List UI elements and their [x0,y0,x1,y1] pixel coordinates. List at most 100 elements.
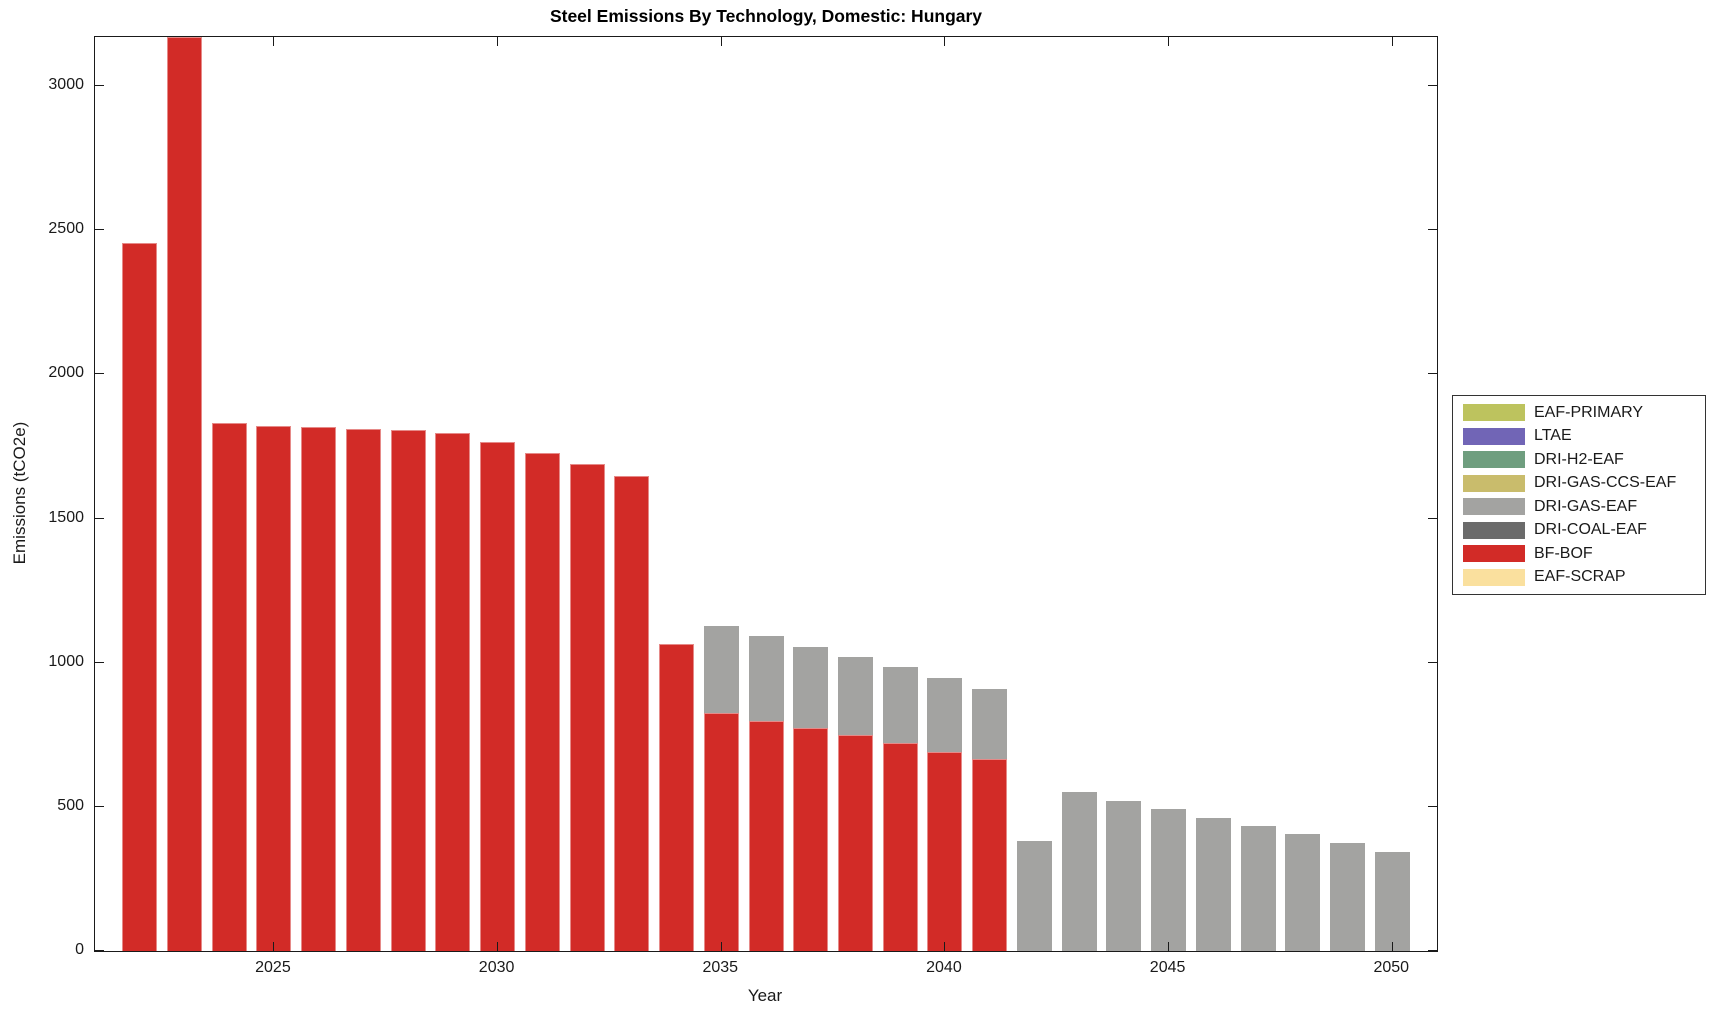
x-tick-top [497,37,499,46]
bar-segment-2047-DRI-GAS-EAF [1240,825,1276,951]
y-tick-right [1428,229,1437,231]
legend-label: DRI-GAS-CCS-EAF [1534,474,1677,492]
y-tick-right [1428,661,1437,663]
x-tick [944,942,946,951]
legend-swatch [1463,451,1525,469]
bar-segment-2040-BF-BOF [927,752,963,951]
y-tick-right [1428,805,1437,807]
y-tick [95,373,104,375]
legend-label: DRI-GAS-EAF [1534,497,1638,515]
y-tick-label: 2000 [48,364,84,382]
y-tick-label: 1000 [48,652,84,670]
legend-label: LTAE [1534,427,1572,445]
x-tick-label: 2040 [926,959,962,976]
bar-segment-2038-DRI-GAS-EAF [837,656,873,735]
x-tick-top [273,37,275,46]
bar-segment-2022-BF-BOF [122,243,158,951]
legend-item-BF-BOF: BF-BOF [1463,542,1705,566]
y-tick [95,85,104,87]
bar-segment-2045-DRI-GAS-EAF [1151,808,1187,951]
x-tick [273,942,275,951]
legend-swatch [1463,568,1525,586]
legend: EAF-PRIMARY LTAE DRI-H2-EAF DRI-GAS-CCS-EAF… [1452,395,1706,595]
bar-segment-2039-BF-BOF [882,743,918,951]
y-tick-label: 500 [57,796,84,814]
legend-item-DRI-COAL-EAF: DRI-COAL-EAF [1463,519,1705,543]
x-tick-label: 2050 [1373,959,1410,976]
bar-segment-2035-DRI-GAS-EAF [703,625,739,714]
y-tick-right [1428,85,1437,87]
bar-segment-2028-BF-BOF [390,429,426,951]
y-tick [95,661,104,663]
x-tick-top [944,37,946,46]
bar-segment-2046-DRI-GAS-EAF [1195,817,1231,951]
bar-segment-2039-DRI-GAS-EAF [882,667,918,744]
bar-segment-2024-BF-BOF [211,422,247,951]
bar-segment-2036-BF-BOF [748,720,784,951]
x-tick-label: 2045 [1149,959,1186,976]
bar-segment-2049-DRI-GAS-EAF [1330,843,1366,951]
x-tick [497,942,499,951]
bar-segment-2026-BF-BOF [301,427,337,951]
legend-label: BF-BOF [1534,544,1593,562]
bar-segment-2041-BF-BOF [972,759,1008,951]
legend-swatch [1463,427,1525,445]
x-tick-label: 2035 [702,959,739,976]
legend-item-DRI-GAS-EAF: DRI-GAS-EAF [1463,495,1705,519]
bar-segment-2040-DRI-GAS-EAF [927,677,963,753]
legend-swatch [1463,545,1525,563]
bar-segment-2023-BF-BOF [166,37,202,951]
bar-segment-2035-BF-BOF [703,713,739,951]
y-tick-right [1428,517,1437,519]
bar-segment-2025-BF-BOF [256,425,292,951]
bar-segment-2050-DRI-GAS-EAF [1374,852,1410,951]
legend-label: EAF-PRIMARY [1534,403,1644,421]
bar-segment-2027-BF-BOF [345,428,381,951]
y-tick [95,950,104,951]
bar-segment-2033-BF-BOF [614,476,650,951]
x-tick-top [1391,37,1393,46]
legend-item-EAF-PRIMARY: EAF-PRIMARY [1463,401,1705,425]
legend-swatch [1463,521,1525,539]
bar-segment-2031-BF-BOF [524,453,560,951]
bar-segment-2030-BF-BOF [480,442,516,951]
legend-label: EAF-SCRAP [1534,568,1626,586]
legend-item-DRI-GAS-CCS-EAF: DRI-GAS-CCS-EAF [1463,472,1705,496]
bar-segment-2048-DRI-GAS-EAF [1285,834,1321,951]
y-tick-label: 0 [75,941,84,958]
bar-segment-2041-DRI-GAS-EAF [972,688,1008,760]
y-tick-label: 3000 [48,76,84,94]
legend-swatch [1463,474,1525,492]
x-tick-label: 2030 [478,959,515,976]
bar-segment-2034-BF-BOF [659,644,695,951]
bar-segment-2038-BF-BOF [837,734,873,951]
plot-area [94,36,1438,952]
x-tick-label: 2025 [255,959,291,976]
chart-title: Steel Emissions By Technology, Domestic:… [549,6,983,26]
x-axis-label: Year [747,986,783,1005]
y-tick-label: 1500 [48,508,84,526]
legend-label: DRI-H2-EAF [1534,450,1624,468]
y-tick-right [1428,373,1437,375]
y-axis-label: Emissions (tCO2e) [10,421,29,565]
bar-segment-2032-BF-BOF [569,464,605,951]
legend-swatch [1463,498,1525,516]
bar-segment-2044-DRI-GAS-EAF [1106,800,1142,951]
legend-item-EAF-SCRAP: EAF-SCRAP [1463,566,1705,590]
bar-segment-2037-DRI-GAS-EAF [793,646,829,729]
x-tick-top [1168,37,1170,46]
bar-segment-2037-BF-BOF [793,728,829,951]
y-tick [95,229,104,231]
x-tick [1168,942,1170,951]
y-tick [95,517,104,519]
legend-item-DRI-H2-EAF: DRI-H2-EAF [1463,448,1705,472]
x-tick-top [720,37,722,46]
y-tick [95,805,104,807]
legend-label: DRI-COAL-EAF [1534,521,1647,539]
x-tick [1391,942,1393,951]
legend-swatch [1463,404,1525,422]
x-tick [720,942,722,951]
bar-segment-2043-DRI-GAS-EAF [1061,792,1097,951]
bar-segment-2042-DRI-GAS-EAF [1016,841,1052,951]
